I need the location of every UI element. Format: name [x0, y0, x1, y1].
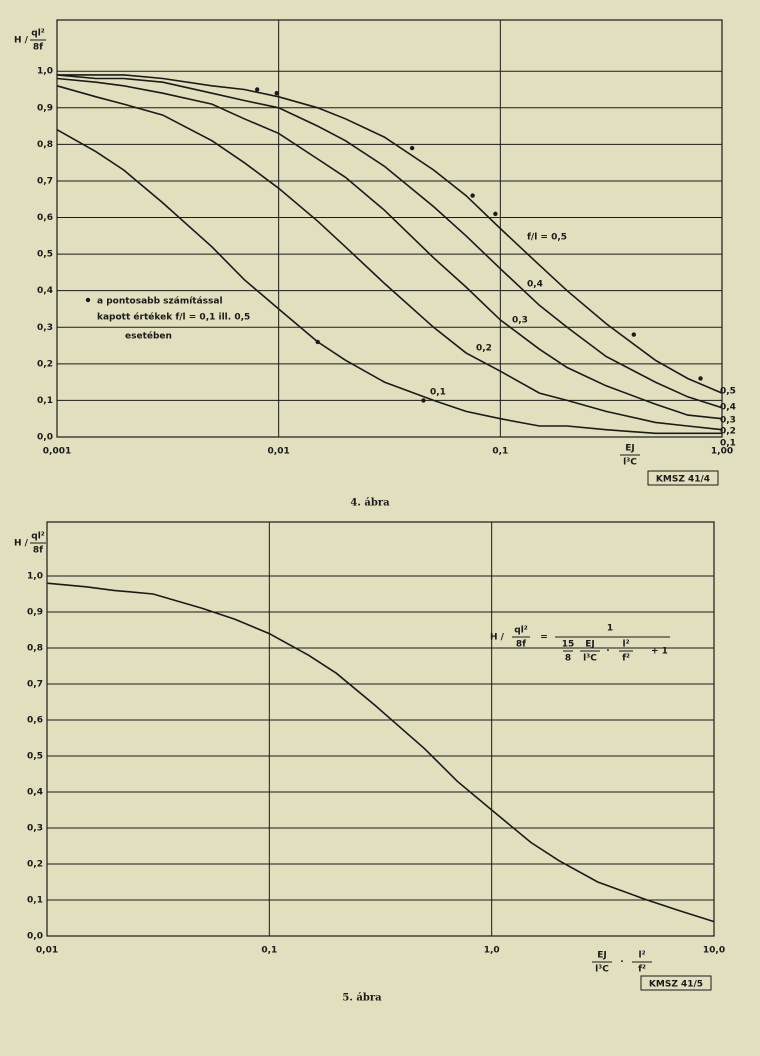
curve-label: 0,4: [527, 280, 543, 290]
x-tick-label: 0,01: [36, 946, 58, 956]
data-point: [493, 211, 498, 217]
fraction-den: 8: [565, 654, 571, 664]
y-tick-label: 0,2: [27, 860, 43, 870]
x-tick-label: 0,001: [43, 447, 71, 457]
x-tick-label: 0,1: [261, 946, 277, 956]
y-tick-label: 0,5: [27, 752, 43, 762]
curve: [56, 85, 723, 431]
fraction-den: l³C: [595, 965, 609, 975]
data-point: [274, 90, 279, 96]
fraction-den: l³C: [583, 654, 597, 664]
code-label: KMSZ 41/4: [656, 475, 710, 485]
curve: [56, 129, 722, 435]
fraction-den: l³C: [623, 458, 637, 468]
caption: 4. ábra: [350, 498, 390, 509]
curve-label: f/l = 0,5: [527, 233, 567, 243]
curve-label: 0,2: [476, 344, 492, 354]
x-tick-label: 1,0: [484, 946, 500, 956]
fraction-num: l²: [622, 640, 629, 650]
y-tick-label: 1,0: [37, 67, 53, 77]
y-tick-label: 0,8: [27, 644, 43, 654]
y-tick-label: 0,2: [37, 359, 53, 369]
data-point: [470, 193, 475, 198]
caption: 5. ábra: [342, 993, 382, 1004]
fraction-den: 8f: [33, 43, 43, 53]
y-tick-label: 0,3: [37, 323, 53, 333]
fraction-den: 8f: [33, 546, 43, 556]
fraction-num: 15: [562, 640, 575, 650]
fraction-num: ql²: [31, 29, 45, 39]
x-tick-label: 1,00: [711, 447, 733, 457]
data-point: [315, 339, 320, 345]
y-tick-label: 0,1: [37, 396, 53, 406]
formula-text: =: [540, 633, 548, 643]
legend-text: esetében: [125, 331, 172, 342]
code-label: KMSZ 41/5: [649, 980, 703, 990]
x-tick-label: 10,0: [703, 946, 725, 956]
x-tick-label: 0,01: [268, 447, 290, 457]
y-tick-label: 0,0: [27, 932, 43, 942]
y-tick-label: 0,7: [37, 176, 53, 186]
formula-text: + 1: [651, 647, 668, 657]
y-tick-label: 0,8: [37, 140, 53, 150]
data-point: [698, 376, 703, 381]
fraction-den: f²: [622, 654, 630, 664]
data-point: [254, 87, 260, 92]
data-point: [409, 145, 415, 151]
curve-label: 0,3: [512, 316, 528, 326]
y-tick-label: 0,9: [37, 103, 53, 113]
fraction-num: ql²: [514, 626, 528, 636]
y-tick-label: 0,7: [27, 680, 43, 690]
curve: [56, 77, 723, 420]
fraction-num: EJ: [597, 951, 607, 961]
curve: [46, 582, 715, 923]
curve: [57, 74, 723, 394]
curve-end-label: 0,4: [720, 403, 736, 413]
fraction-num: EJ: [585, 640, 595, 650]
legend-text: kapott értékek f/l = 0,1 ill. 0,5: [97, 312, 250, 323]
y-tick-label: 0,1: [27, 896, 43, 906]
formula-text: ·: [606, 647, 609, 657]
curve: [56, 74, 723, 409]
y-label: H /: [14, 36, 29, 46]
legend-dot: [85, 297, 91, 303]
y-tick-label: 0,3: [27, 824, 43, 834]
y-tick-label: 0,4: [37, 286, 53, 296]
fraction-num: ql²: [31, 532, 45, 542]
fraction-num: EJ: [625, 444, 635, 454]
fraction-den: 8f: [516, 640, 526, 650]
x-tick-label: 0,1: [492, 447, 508, 457]
curve-end-label: 0,3: [720, 416, 736, 426]
y-tick-label: 0,4: [27, 788, 43, 798]
data-point: [421, 398, 426, 403]
fraction-num: l²: [638, 951, 645, 961]
y-tick-label: 0,9: [27, 608, 43, 618]
legend-text: a pontosabb számítással: [97, 297, 223, 307]
y-tick-label: 0,6: [37, 213, 53, 223]
y-label: H /: [14, 539, 29, 549]
code-box: [647, 470, 719, 486]
formula-text: 1: [607, 624, 613, 634]
curve-end-label: 0,1: [720, 439, 736, 449]
x-label-sep: ·: [620, 958, 623, 968]
code-box: [640, 975, 712, 991]
curve-label: 0,1: [430, 388, 446, 398]
curve-end-label: 0,5: [720, 387, 736, 397]
data-point: [631, 332, 636, 337]
y-tick-label: 1,0: [27, 572, 43, 582]
y-tick-label: 0,0: [37, 433, 53, 443]
curve-end-label: 0,2: [720, 427, 736, 437]
formula-text: H /: [490, 633, 505, 643]
y-tick-label: 0,5: [37, 250, 53, 260]
y-tick-label: 0,6: [27, 716, 43, 726]
fraction-den: f²: [638, 965, 646, 975]
